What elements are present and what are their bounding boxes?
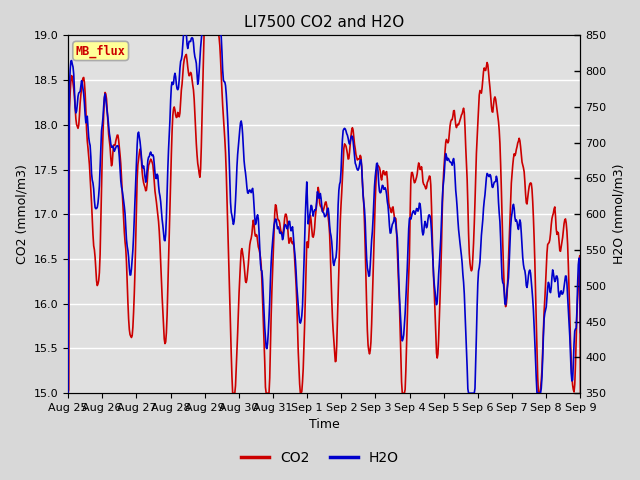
Y-axis label: H2O (mmol/m3): H2O (mmol/m3): [612, 164, 625, 264]
X-axis label: Time: Time: [309, 419, 340, 432]
Y-axis label: CO2 (mmol/m3): CO2 (mmol/m3): [15, 164, 28, 264]
Title: LI7500 CO2 and H2O: LI7500 CO2 and H2O: [244, 15, 404, 30]
Text: MB_flux: MB_flux: [76, 44, 125, 58]
Legend: CO2, H2O: CO2, H2O: [236, 445, 404, 471]
